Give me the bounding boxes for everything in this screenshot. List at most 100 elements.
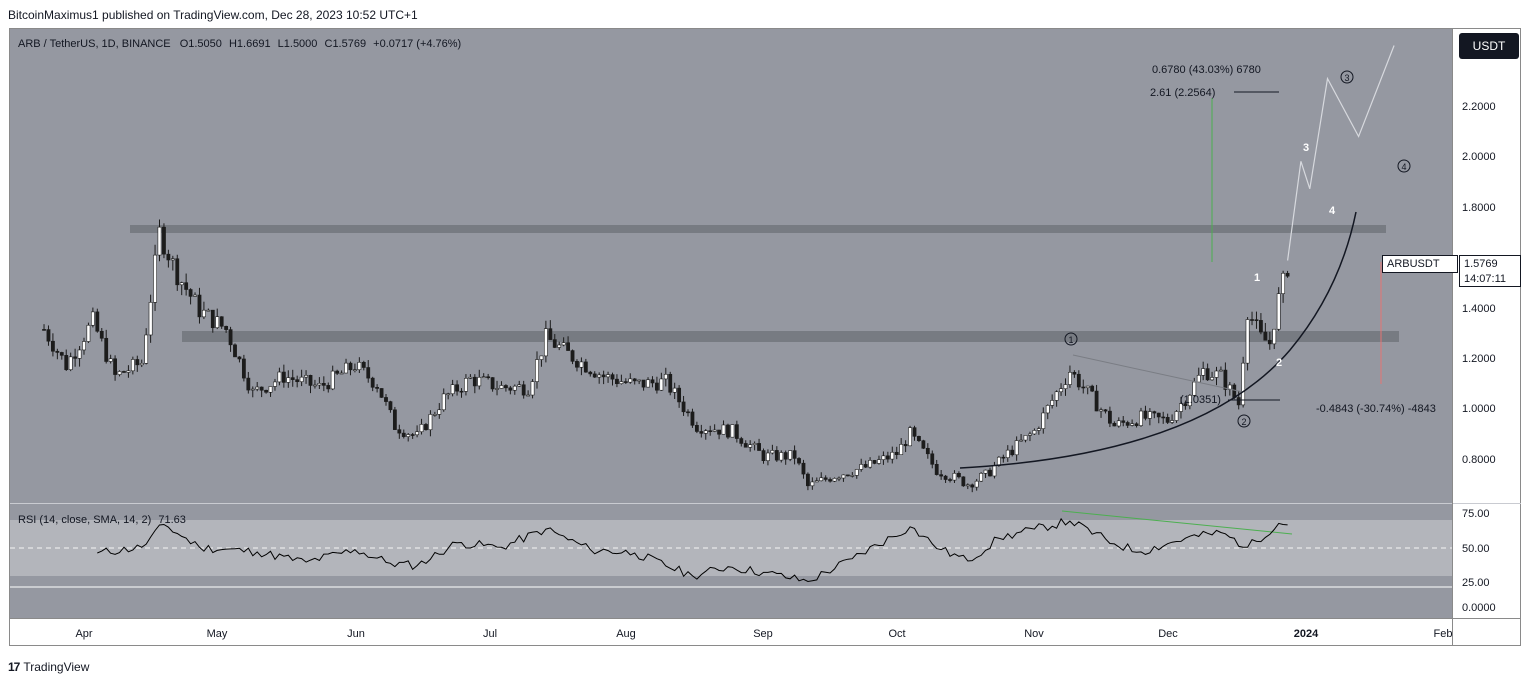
- candle-body: [1236, 397, 1241, 406]
- candle-body: [428, 414, 433, 431]
- candle-body: [1001, 456, 1006, 459]
- candle-body: [1125, 422, 1130, 426]
- rsi-axis[interactable]: 75.00 50.00 25.00 0.0000: [1462, 508, 1496, 614]
- candle-body: [1139, 410, 1143, 426]
- time-axis[interactable]: Apr May Jun Jul Aug Sep Oct Nov Dec 2024…: [75, 628, 1452, 640]
- candle-body: [521, 384, 526, 396]
- candle-body: [370, 377, 375, 388]
- candle-body: [432, 414, 437, 416]
- candle-body: [379, 388, 384, 398]
- candle-body: [1032, 430, 1037, 435]
- candle-body: [392, 409, 397, 430]
- candle-body: [504, 385, 508, 389]
- candle-body: [655, 382, 659, 391]
- candle-body: [943, 475, 948, 480]
- candle-body: [1014, 440, 1019, 456]
- candle-body: [1241, 362, 1246, 406]
- fib-bottom-label: -0.4843 (-30.74%) -4843: [1316, 403, 1436, 415]
- projection-path: [1287, 45, 1395, 261]
- candle-body: [641, 379, 646, 388]
- candle-body: [1134, 423, 1139, 426]
- candle-body: [361, 361, 366, 368]
- candle-body: [1156, 412, 1161, 418]
- candle-body: [912, 427, 917, 437]
- candle-body: [583, 361, 588, 373]
- candle-body: [845, 474, 850, 477]
- rsi-legend[interactable]: RSI (14, close, SMA, 14, 2) 71.63: [18, 514, 186, 526]
- candle-body: [1108, 410, 1112, 424]
- candle-body: [983, 469, 988, 474]
- candle-body: [961, 476, 966, 487]
- candle-body: [592, 373, 597, 378]
- candle-body: [1281, 272, 1286, 294]
- candle-body: [197, 294, 202, 318]
- candle-body: [526, 394, 531, 397]
- candle-body: [166, 253, 171, 261]
- candle-body: [806, 473, 810, 487]
- candle-body: [51, 340, 55, 352]
- rsi-tick: 0.0000: [1462, 602, 1496, 614]
- candle-body: [663, 373, 668, 380]
- candle-body: [246, 377, 251, 391]
- candle-body: [108, 358, 113, 362]
- candle-body: [330, 370, 335, 390]
- candle-body: [299, 376, 304, 383]
- wave-small-2: 2: [1276, 357, 1282, 369]
- candle-body: [46, 329, 51, 342]
- price-tick: 1.0000: [1462, 403, 1496, 415]
- candle-body: [748, 444, 753, 448]
- currency-button[interactable]: USDT: [1459, 33, 1519, 59]
- candle-body: [410, 434, 415, 436]
- svg-text:2: 2: [1241, 417, 1246, 427]
- candle-body: [957, 473, 961, 478]
- candle-body: [1019, 439, 1023, 442]
- candle-body: [819, 477, 824, 482]
- symbol-price-tag: ARBUSDT: [1382, 255, 1458, 273]
- candle-body: [868, 460, 872, 468]
- candle-body: [157, 226, 162, 256]
- symbol-legend[interactable]: ARB / TetherUS, 1D, BINANCE O1.5050 H1.6…: [18, 38, 461, 50]
- candle-body: [117, 371, 122, 375]
- candle-body: [726, 424, 730, 438]
- candle-body: [1090, 385, 1095, 392]
- candle-body: [1259, 320, 1263, 333]
- candle-body: [690, 411, 695, 426]
- candle-body: [1214, 370, 1219, 378]
- candle-body: [721, 424, 726, 435]
- candle-body: [992, 465, 997, 477]
- candle-body: [206, 309, 211, 312]
- candle-body: [810, 481, 815, 487]
- candle-body: [1201, 368, 1206, 376]
- time-tick: Apr: [75, 628, 92, 640]
- candle-body: [934, 463, 939, 475]
- resistance-zone-upper: [130, 225, 1386, 233]
- candle-body: [188, 289, 193, 297]
- candle-body: [153, 254, 157, 303]
- candle-body: [703, 430, 708, 434]
- candle-body: [1121, 420, 1126, 423]
- candle-body: [850, 475, 855, 477]
- candle-body: [1174, 411, 1179, 421]
- candle-body: [397, 429, 402, 434]
- candle-body: [175, 258, 180, 286]
- candle-body: [1076, 373, 1081, 388]
- candle-body: [304, 375, 308, 378]
- candle-body: [446, 393, 451, 396]
- candle-body: [90, 311, 95, 326]
- tradingview-logo[interactable]: 17 TradingView: [8, 660, 89, 674]
- bar-countdown: 14:07:11: [1464, 273, 1507, 285]
- candle-body: [659, 378, 664, 391]
- candle-body: [1205, 368, 1210, 381]
- candle-body: [290, 377, 295, 380]
- candle-body: [210, 309, 215, 329]
- price-axis[interactable]: 2.2000 2.0000 1.8000 1.4000 1.2000 1.000…: [1462, 101, 1496, 466]
- candle-body: [144, 334, 149, 364]
- candle-body: [881, 455, 886, 460]
- candle-body: [797, 458, 801, 464]
- candle-body: [535, 359, 539, 382]
- candle-body: [113, 358, 117, 375]
- candle-body: [122, 371, 126, 373]
- candle-body: [1152, 411, 1157, 414]
- candle-body: [1276, 293, 1281, 330]
